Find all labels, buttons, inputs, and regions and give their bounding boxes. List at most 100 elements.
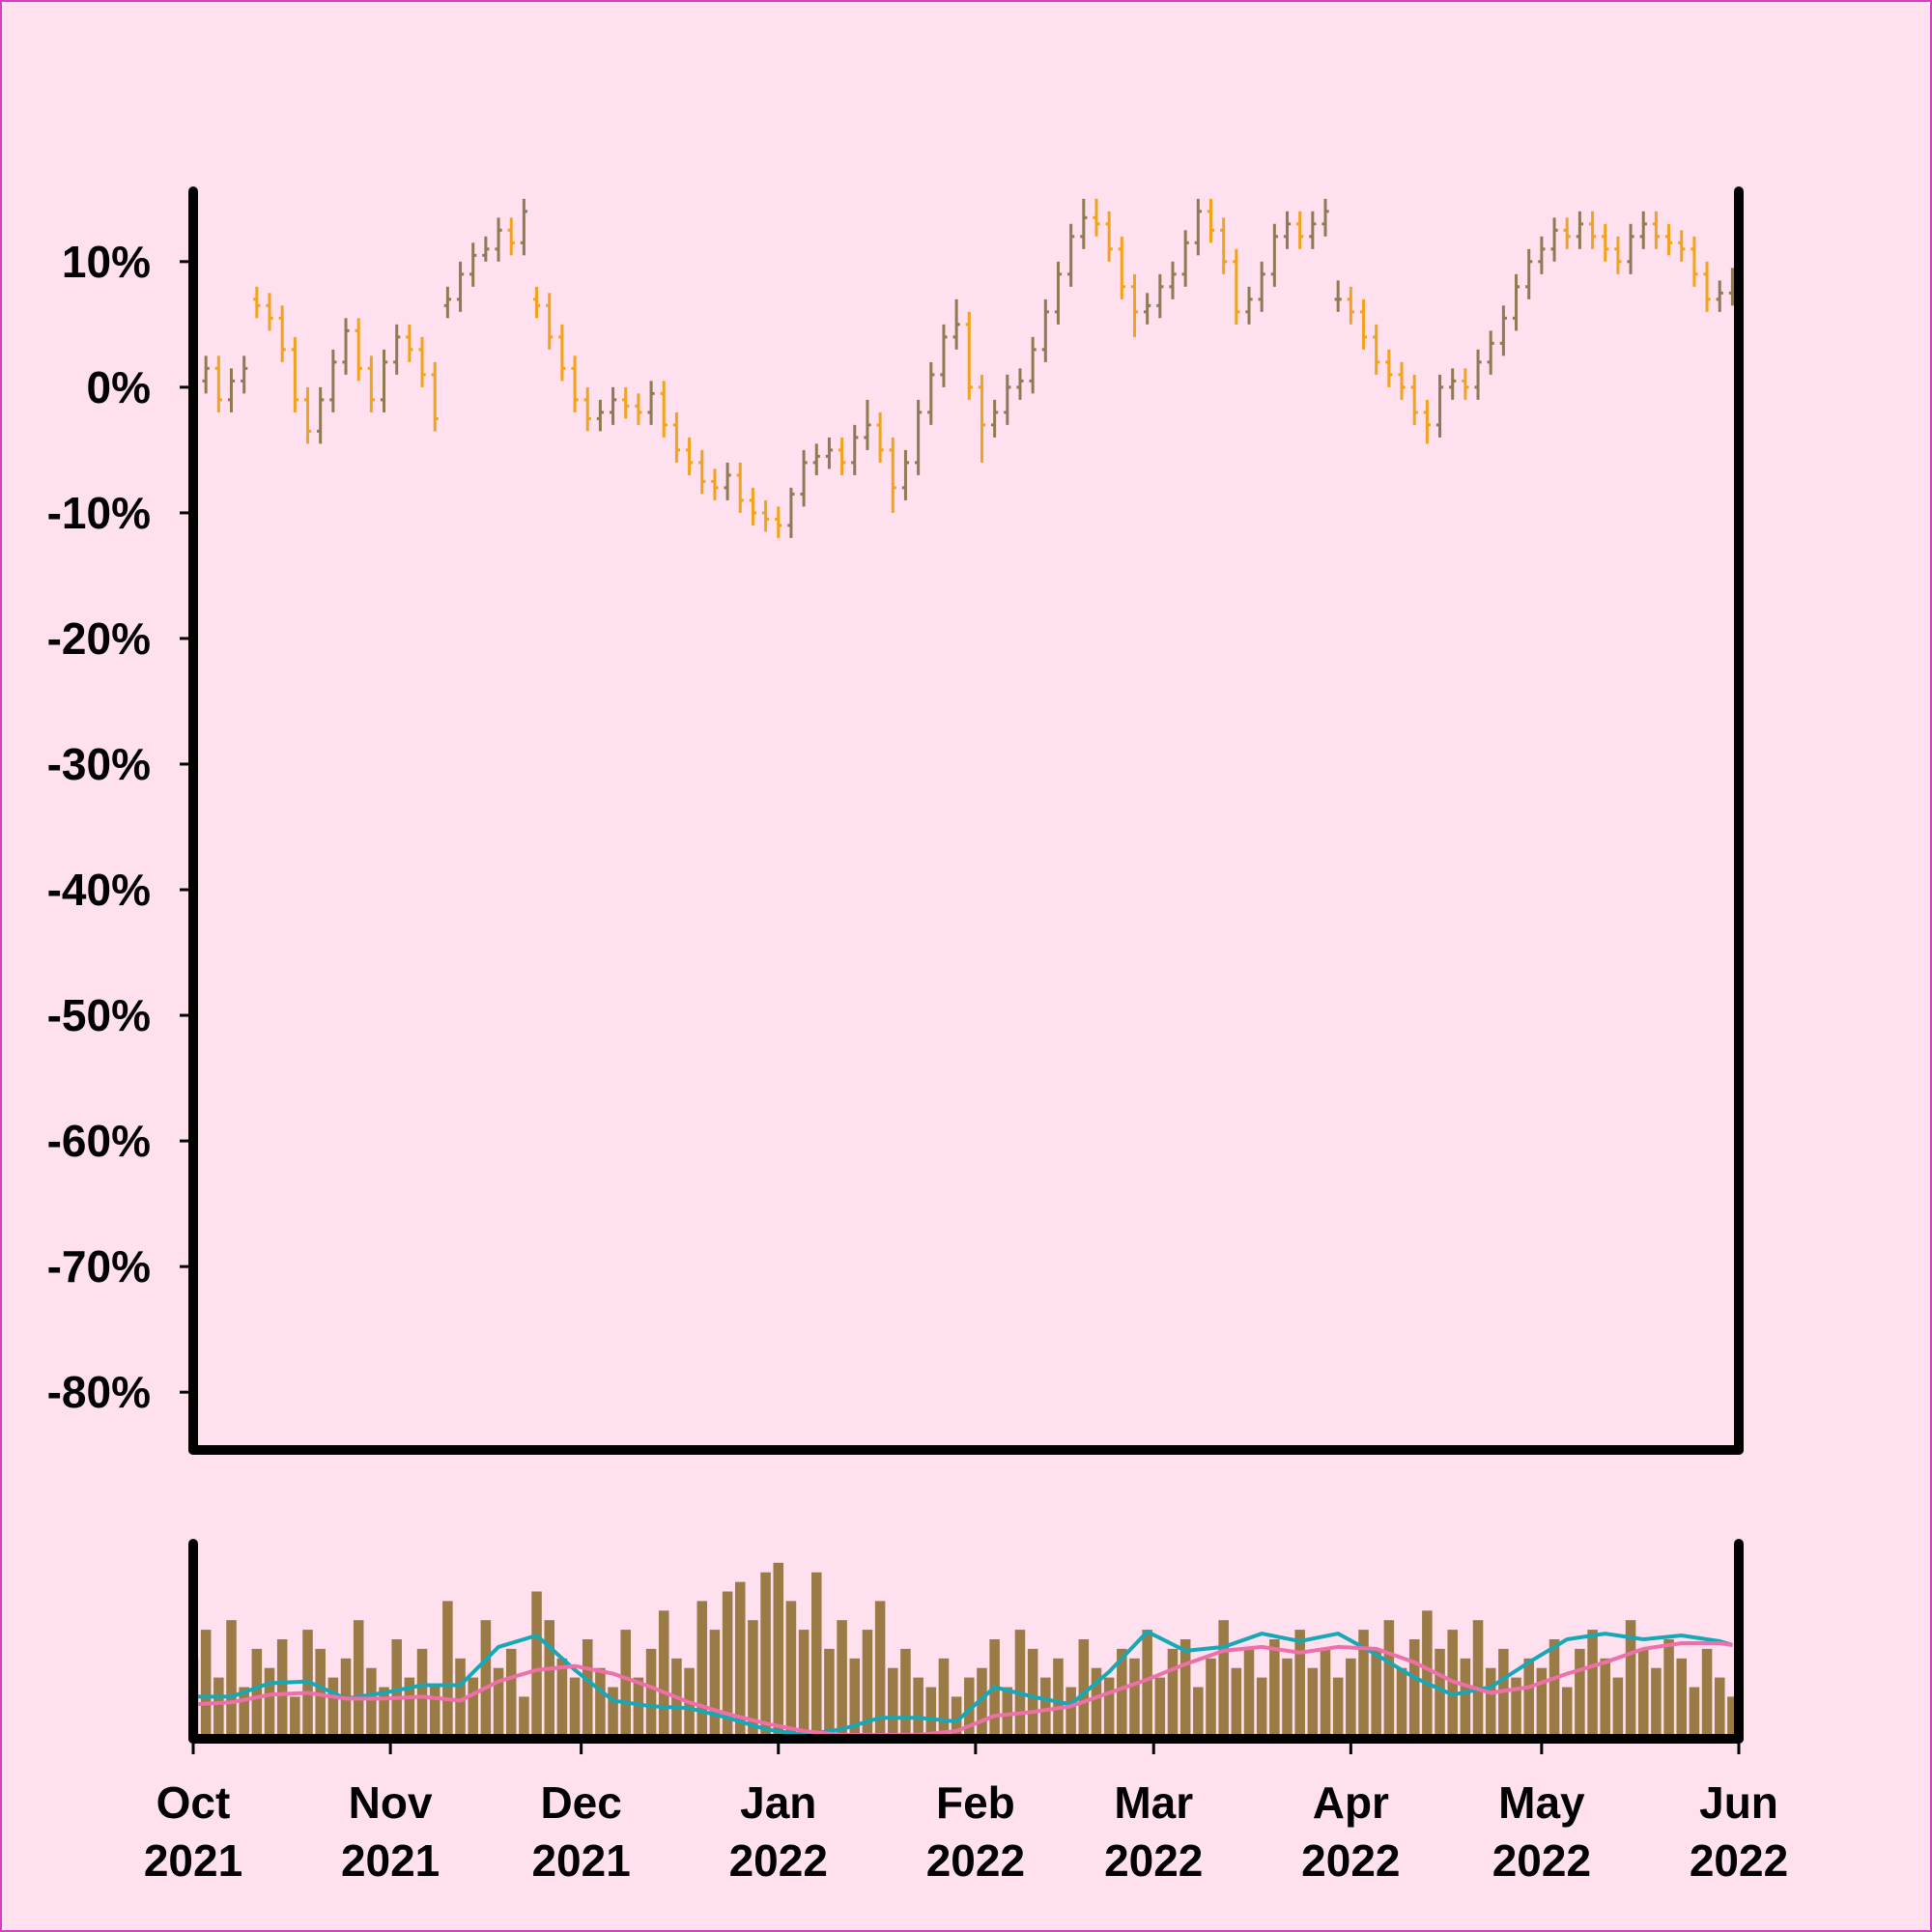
volume-bar bbox=[1154, 1677, 1166, 1735]
volume-bar bbox=[1129, 1658, 1140, 1735]
y-tick-label: 10% bbox=[62, 237, 151, 287]
volume-bar bbox=[1408, 1639, 1420, 1735]
volume-bar bbox=[977, 1667, 987, 1735]
volume-bar bbox=[734, 1581, 746, 1735]
x-tick-label-line: 2022 bbox=[1104, 1835, 1203, 1886]
volume-bar bbox=[391, 1639, 402, 1735]
volume-bar bbox=[748, 1620, 758, 1735]
volume-bar bbox=[1523, 1658, 1534, 1735]
volume-bar bbox=[608, 1687, 618, 1735]
volume-bar bbox=[1714, 1677, 1725, 1735]
volume-bar bbox=[276, 1639, 288, 1735]
volume-bar bbox=[1536, 1667, 1548, 1735]
volume-bar bbox=[1179, 1639, 1191, 1735]
x-tick-label-line: 2022 bbox=[1492, 1835, 1591, 1886]
volume-bar bbox=[1371, 1648, 1381, 1735]
volume-bar bbox=[1676, 1658, 1688, 1735]
volume-bar bbox=[760, 1572, 771, 1735]
x-tick-label: Oct 2021 bbox=[144, 1777, 242, 1886]
volume-bar bbox=[1396, 1667, 1407, 1735]
moving-average-line bbox=[193, 1629, 1733, 1737]
volume-bar bbox=[404, 1677, 415, 1735]
x-tick-label-line: 2022 bbox=[926, 1835, 1025, 1886]
volume-bar bbox=[327, 1677, 339, 1735]
volume-bar bbox=[1091, 1667, 1102, 1735]
volume-bar bbox=[1383, 1620, 1395, 1735]
volume-bar bbox=[569, 1677, 581, 1735]
volume-bar bbox=[1460, 1658, 1471, 1735]
price-area bbox=[193, 198, 1737, 538]
volume-bar bbox=[1422, 1610, 1433, 1735]
volume-bar bbox=[1663, 1639, 1674, 1735]
y-tick-label: -70% bbox=[47, 1241, 151, 1292]
volume-bar bbox=[1282, 1658, 1293, 1735]
volume-bar bbox=[1014, 1630, 1026, 1735]
volume-bar bbox=[226, 1620, 237, 1735]
volume-bar bbox=[798, 1630, 810, 1735]
volume-bar bbox=[1078, 1639, 1090, 1735]
x-tick-label-line: Oct bbox=[156, 1777, 231, 1828]
volume-bar bbox=[1027, 1648, 1038, 1735]
volume-bar bbox=[696, 1601, 708, 1735]
volume-bar bbox=[1231, 1667, 1242, 1735]
volume-bar bbox=[1243, 1648, 1255, 1735]
volume-bar bbox=[1053, 1658, 1064, 1735]
volume-bar bbox=[888, 1667, 898, 1735]
volume-bar bbox=[620, 1630, 632, 1735]
volume-bar bbox=[455, 1658, 466, 1735]
volume-bar bbox=[913, 1677, 923, 1735]
volume-area bbox=[193, 1562, 1738, 1737]
x-tick-label-line: Feb bbox=[936, 1777, 1015, 1828]
volume-bar bbox=[862, 1630, 873, 1735]
x-tick-label: Jan 2022 bbox=[729, 1777, 828, 1886]
volume-bar bbox=[1307, 1667, 1319, 1735]
volume-bar bbox=[1206, 1658, 1216, 1735]
volume-bar bbox=[379, 1687, 389, 1735]
volume-bar bbox=[837, 1620, 847, 1735]
volume-bar bbox=[480, 1620, 492, 1735]
volume-bar bbox=[1332, 1677, 1344, 1735]
x-tick-label-line: 2022 bbox=[1301, 1835, 1400, 1886]
x-tick-label-line: 2021 bbox=[144, 1835, 242, 1886]
volume-bar bbox=[900, 1648, 911, 1735]
volume-bar bbox=[315, 1648, 326, 1735]
volume-bar bbox=[964, 1677, 975, 1735]
volume-bar bbox=[493, 1667, 504, 1735]
x-tick-label-line: Jun bbox=[1699, 1777, 1778, 1828]
y-tick-label: 0% bbox=[87, 362, 151, 412]
volume-bar bbox=[1346, 1658, 1356, 1735]
volume-bar bbox=[1548, 1639, 1560, 1735]
volume-bar bbox=[1218, 1620, 1229, 1735]
volume-bar bbox=[1435, 1648, 1445, 1735]
volume-bar bbox=[1167, 1648, 1179, 1735]
volume-bar bbox=[366, 1667, 377, 1735]
volume-bar bbox=[264, 1667, 275, 1735]
volume-bar bbox=[709, 1630, 721, 1735]
volume-bar bbox=[519, 1696, 529, 1735]
y-tick-label: -30% bbox=[47, 739, 151, 789]
x-tick-label: Jun 2022 bbox=[1690, 1777, 1788, 1886]
volume-bar bbox=[874, 1601, 886, 1735]
volume-bar bbox=[1472, 1620, 1484, 1735]
volume-bar bbox=[811, 1572, 822, 1735]
volume-bar bbox=[416, 1648, 428, 1735]
volume-bar bbox=[645, 1648, 657, 1735]
volume-bar bbox=[1701, 1648, 1713, 1735]
x-tick-label: Dec 2021 bbox=[531, 1777, 630, 1886]
volume-bar bbox=[544, 1620, 554, 1735]
volume-bar bbox=[429, 1687, 440, 1735]
volume-bar bbox=[595, 1667, 606, 1735]
y-tick-label: -40% bbox=[47, 865, 151, 915]
x-tick-label-line: Dec bbox=[540, 1777, 621, 1828]
volume-bar bbox=[1651, 1667, 1662, 1735]
volume-bar bbox=[353, 1620, 364, 1735]
volume-bar bbox=[1575, 1648, 1585, 1735]
volume-bar bbox=[1040, 1677, 1051, 1735]
volume-bar bbox=[658, 1610, 669, 1735]
volume-bar bbox=[1600, 1658, 1610, 1735]
volume-bar bbox=[1637, 1648, 1649, 1735]
volume-bar bbox=[1612, 1677, 1624, 1735]
y-tick-label: -60% bbox=[47, 1116, 151, 1166]
volume-bar bbox=[1294, 1630, 1305, 1735]
